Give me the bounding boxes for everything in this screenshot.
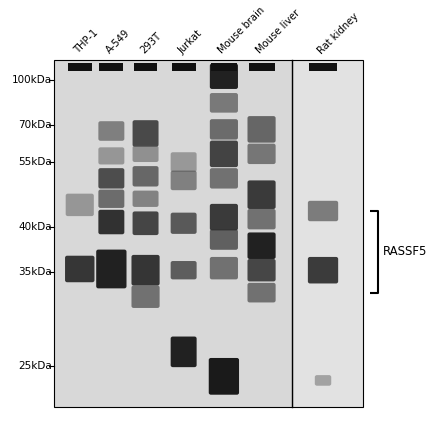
FancyBboxPatch shape: [247, 259, 275, 281]
FancyBboxPatch shape: [210, 119, 238, 139]
FancyBboxPatch shape: [99, 168, 125, 189]
FancyBboxPatch shape: [54, 60, 363, 407]
FancyBboxPatch shape: [171, 261, 197, 280]
FancyBboxPatch shape: [210, 141, 238, 167]
FancyBboxPatch shape: [247, 144, 275, 164]
FancyBboxPatch shape: [99, 121, 125, 141]
FancyBboxPatch shape: [132, 120, 158, 147]
FancyBboxPatch shape: [308, 257, 338, 284]
Text: A-549: A-549: [104, 28, 132, 56]
Text: Rat kidney: Rat kidney: [316, 11, 361, 56]
FancyBboxPatch shape: [99, 190, 125, 208]
FancyBboxPatch shape: [209, 358, 239, 395]
FancyBboxPatch shape: [171, 213, 197, 234]
FancyBboxPatch shape: [247, 283, 275, 303]
FancyBboxPatch shape: [247, 232, 275, 259]
FancyBboxPatch shape: [171, 336, 197, 367]
FancyBboxPatch shape: [210, 64, 238, 89]
Text: THP-1: THP-1: [73, 28, 100, 56]
FancyBboxPatch shape: [315, 375, 331, 386]
FancyBboxPatch shape: [247, 116, 275, 142]
FancyBboxPatch shape: [171, 171, 197, 190]
FancyBboxPatch shape: [211, 63, 237, 71]
FancyBboxPatch shape: [65, 256, 95, 282]
FancyBboxPatch shape: [210, 168, 238, 189]
FancyBboxPatch shape: [171, 152, 197, 172]
FancyBboxPatch shape: [132, 191, 158, 207]
Text: Mouse liver: Mouse liver: [254, 8, 302, 56]
FancyBboxPatch shape: [210, 229, 238, 250]
FancyBboxPatch shape: [172, 63, 195, 71]
Text: 25kDa: 25kDa: [18, 361, 51, 371]
FancyBboxPatch shape: [132, 211, 158, 235]
Text: RASSF5: RASSF5: [383, 245, 427, 258]
Text: 293T: 293T: [139, 31, 163, 56]
FancyBboxPatch shape: [99, 147, 125, 164]
Text: 70kDa: 70kDa: [18, 120, 51, 130]
FancyBboxPatch shape: [247, 180, 275, 209]
Text: 35kDa: 35kDa: [18, 267, 51, 277]
Text: 55kDa: 55kDa: [18, 157, 51, 167]
FancyBboxPatch shape: [99, 210, 125, 234]
FancyBboxPatch shape: [210, 93, 238, 112]
FancyBboxPatch shape: [132, 146, 158, 162]
FancyBboxPatch shape: [134, 63, 158, 71]
FancyBboxPatch shape: [309, 63, 337, 71]
FancyBboxPatch shape: [66, 194, 94, 216]
FancyBboxPatch shape: [132, 166, 158, 187]
FancyBboxPatch shape: [249, 63, 275, 71]
FancyBboxPatch shape: [99, 63, 123, 71]
FancyBboxPatch shape: [294, 60, 363, 407]
FancyBboxPatch shape: [68, 63, 92, 71]
FancyBboxPatch shape: [96, 250, 127, 288]
FancyBboxPatch shape: [210, 204, 238, 230]
FancyBboxPatch shape: [210, 257, 238, 280]
Text: 100kDa: 100kDa: [11, 75, 51, 86]
FancyBboxPatch shape: [247, 209, 275, 229]
FancyBboxPatch shape: [132, 285, 160, 308]
FancyBboxPatch shape: [308, 201, 338, 221]
Text: Mouse brain: Mouse brain: [217, 5, 267, 56]
FancyBboxPatch shape: [132, 255, 160, 285]
Text: 40kDa: 40kDa: [18, 222, 51, 232]
Text: Jurkat: Jurkat: [176, 28, 204, 56]
